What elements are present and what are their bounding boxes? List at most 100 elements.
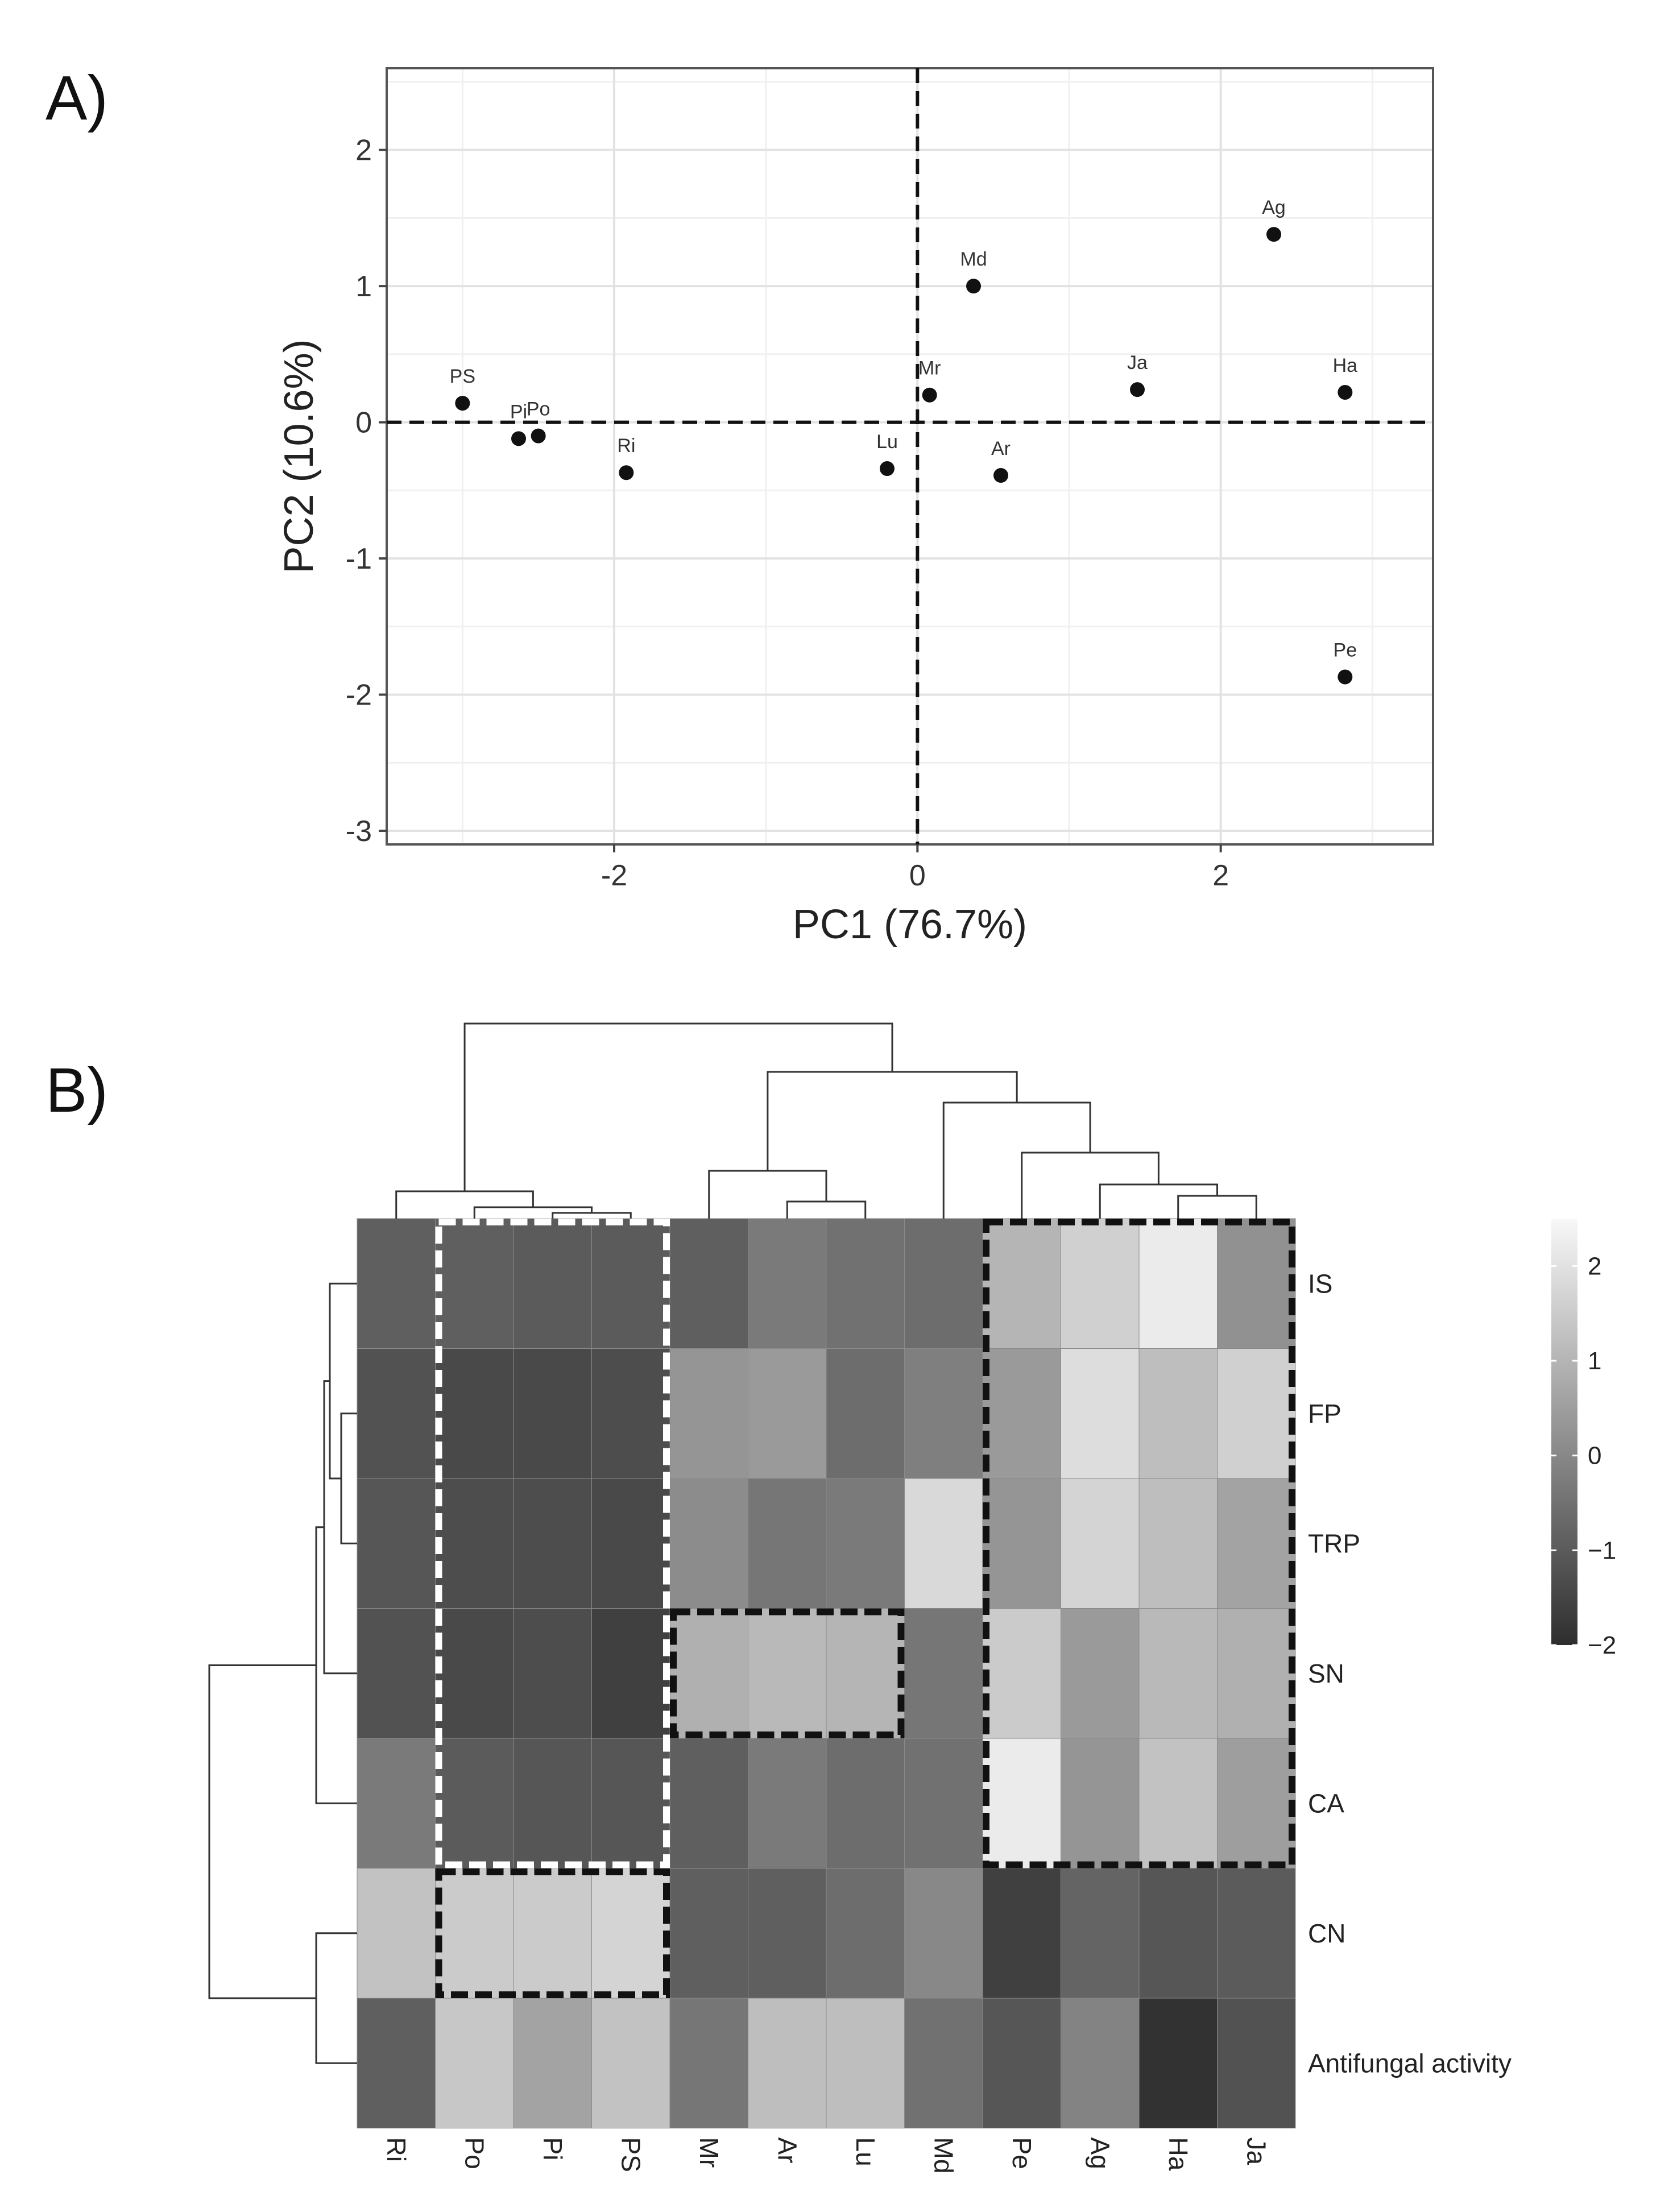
heatmap-row-label: FP	[1308, 1399, 1341, 1428]
heatmap-cell	[826, 1868, 905, 1999]
heatmap-cell	[669, 1348, 748, 1479]
pca-x-axis-title: PC1 (76.7%)	[793, 902, 1027, 947]
data-point-label: Mr	[918, 358, 941, 379]
heatmap-cell	[513, 1608, 592, 1739]
x-tick-label: -2	[601, 859, 627, 892]
heatmap-cell	[435, 1218, 514, 1349]
heatmap-cell	[904, 1478, 983, 1609]
heatmap-cell	[513, 1738, 592, 1869]
heatmap-row-label: IS	[1308, 1269, 1332, 1298]
heatmap-cell	[435, 1998, 514, 2128]
heatmap-cell	[748, 1348, 827, 1479]
heatmap-cell	[982, 1218, 1061, 1349]
data-point-label: Ha	[1333, 355, 1358, 376]
heatmap-cell	[1138, 1478, 1218, 1609]
heatmap-column-label: Ja	[1241, 2138, 1271, 2165]
heatmap-cell	[1217, 1738, 1296, 1869]
heatmap-cell	[357, 1478, 436, 1609]
heatmap-cell	[1061, 1608, 1140, 1739]
heatmap-cell	[669, 1478, 748, 1609]
heatmap-cell	[982, 1868, 1061, 1999]
heatmap-cell	[591, 1478, 670, 1609]
heatmap-cell	[982, 1478, 1061, 1609]
colorbar-tick-label: 1	[1588, 1347, 1601, 1375]
heatmap-cell	[1138, 1998, 1218, 2128]
y-tick-label: 0	[355, 407, 372, 440]
data-point-label: Po	[527, 399, 550, 420]
highlight-box	[983, 1219, 1295, 1869]
data-point-ri	[619, 465, 634, 480]
highlight-box	[670, 1608, 905, 1738]
heatmap-cell	[826, 1478, 905, 1609]
heatmap-cell	[1217, 1998, 1296, 2128]
heatmap-cell	[826, 1738, 905, 1869]
heatmap-cell	[591, 1998, 670, 2128]
heatmap-cell	[982, 1998, 1061, 2128]
heatmap-column-label: Md	[929, 2138, 958, 2174]
heatmap-row-label: TRP	[1308, 1528, 1360, 1558]
heatmap-column-label: Lu	[851, 2138, 880, 2167]
y-tick-label: 1	[355, 270, 372, 303]
heatmap-cell	[748, 1868, 827, 1999]
heatmap-cell	[357, 1218, 436, 1349]
y-tick-label: -1	[346, 542, 372, 575]
heatmap-cell	[591, 1608, 670, 1739]
heatmap-cell	[1061, 1998, 1140, 2128]
heatmap-cell	[904, 1868, 983, 1999]
heatmap-cell	[669, 1738, 748, 1869]
heatmap-column-label: Po	[459, 2138, 489, 2169]
heatmap-column-label: Ri	[382, 2138, 411, 2162]
panel-b-label: B)	[45, 1055, 108, 1125]
heatmap-column-label: Ar	[772, 2138, 802, 2164]
data-point-ag	[1266, 227, 1281, 242]
colorbar-tick-label: −1	[1588, 1536, 1616, 1564]
heatmap-cell	[513, 1218, 592, 1349]
heatmap-cell	[357, 1868, 436, 1999]
data-point-label: Lu	[876, 431, 898, 453]
heatmap-cell	[904, 1738, 983, 1869]
heatmap-cell	[826, 1608, 905, 1739]
heatmap-cell	[513, 1998, 592, 2128]
highlight-box	[435, 1868, 670, 1998]
heatmap-cell	[1061, 1738, 1140, 1869]
heatmap-cell	[1138, 1738, 1218, 1869]
panel-a-label: A)	[45, 63, 108, 133]
heatmap-cell	[669, 1868, 748, 1999]
heatmap-cell	[591, 1348, 670, 1479]
plot-background	[205, 11, 1501, 955]
colorbar	[1551, 1219, 1577, 1645]
heatmap-cell	[669, 1608, 748, 1739]
heatmap-cell	[904, 1608, 983, 1739]
data-point-po	[531, 428, 546, 444]
heatmap-cell	[669, 1218, 748, 1349]
heatmap-cell	[1217, 1218, 1296, 1349]
heatmap-cell	[1061, 1868, 1140, 1999]
x-tick-label: 2	[1212, 859, 1229, 892]
data-point-pi	[511, 431, 526, 446]
heatmap-cell	[904, 1348, 983, 1479]
highlight-box	[435, 1219, 670, 1869]
heatmap-cell	[1061, 1218, 1140, 1349]
heatmap-cell	[513, 1348, 592, 1479]
heatmap-column-label: Pe	[1007, 2138, 1037, 2169]
heatmap-row-label: Antifungal activity	[1308, 2048, 1512, 2078]
heatmap-cell	[748, 1608, 827, 1739]
data-point-label: Ja	[1127, 352, 1148, 374]
heatmap-cell	[357, 1738, 436, 1869]
heatmap-cell	[1138, 1868, 1218, 1999]
data-point-pe	[1338, 669, 1353, 685]
data-point-mr	[922, 387, 937, 403]
heatmap-cell	[748, 1478, 827, 1609]
heatmap-cell	[1217, 1608, 1296, 1739]
heatmap-column-label: Ag	[1085, 2138, 1115, 2169]
heatmap-cell	[982, 1348, 1061, 1479]
pca-y-axis-title: PC2 (10.6%)	[276, 339, 322, 573]
heatmap-cell	[435, 1348, 514, 1479]
heatmap-cell	[591, 1868, 670, 1999]
heatmap-cell	[904, 1998, 983, 2128]
heatmap-cell	[1138, 1348, 1218, 1479]
colorbar-tick-label: 0	[1588, 1442, 1601, 1470]
data-point-ha	[1338, 384, 1353, 400]
heatmap-row-label: SN	[1308, 1659, 1344, 1688]
